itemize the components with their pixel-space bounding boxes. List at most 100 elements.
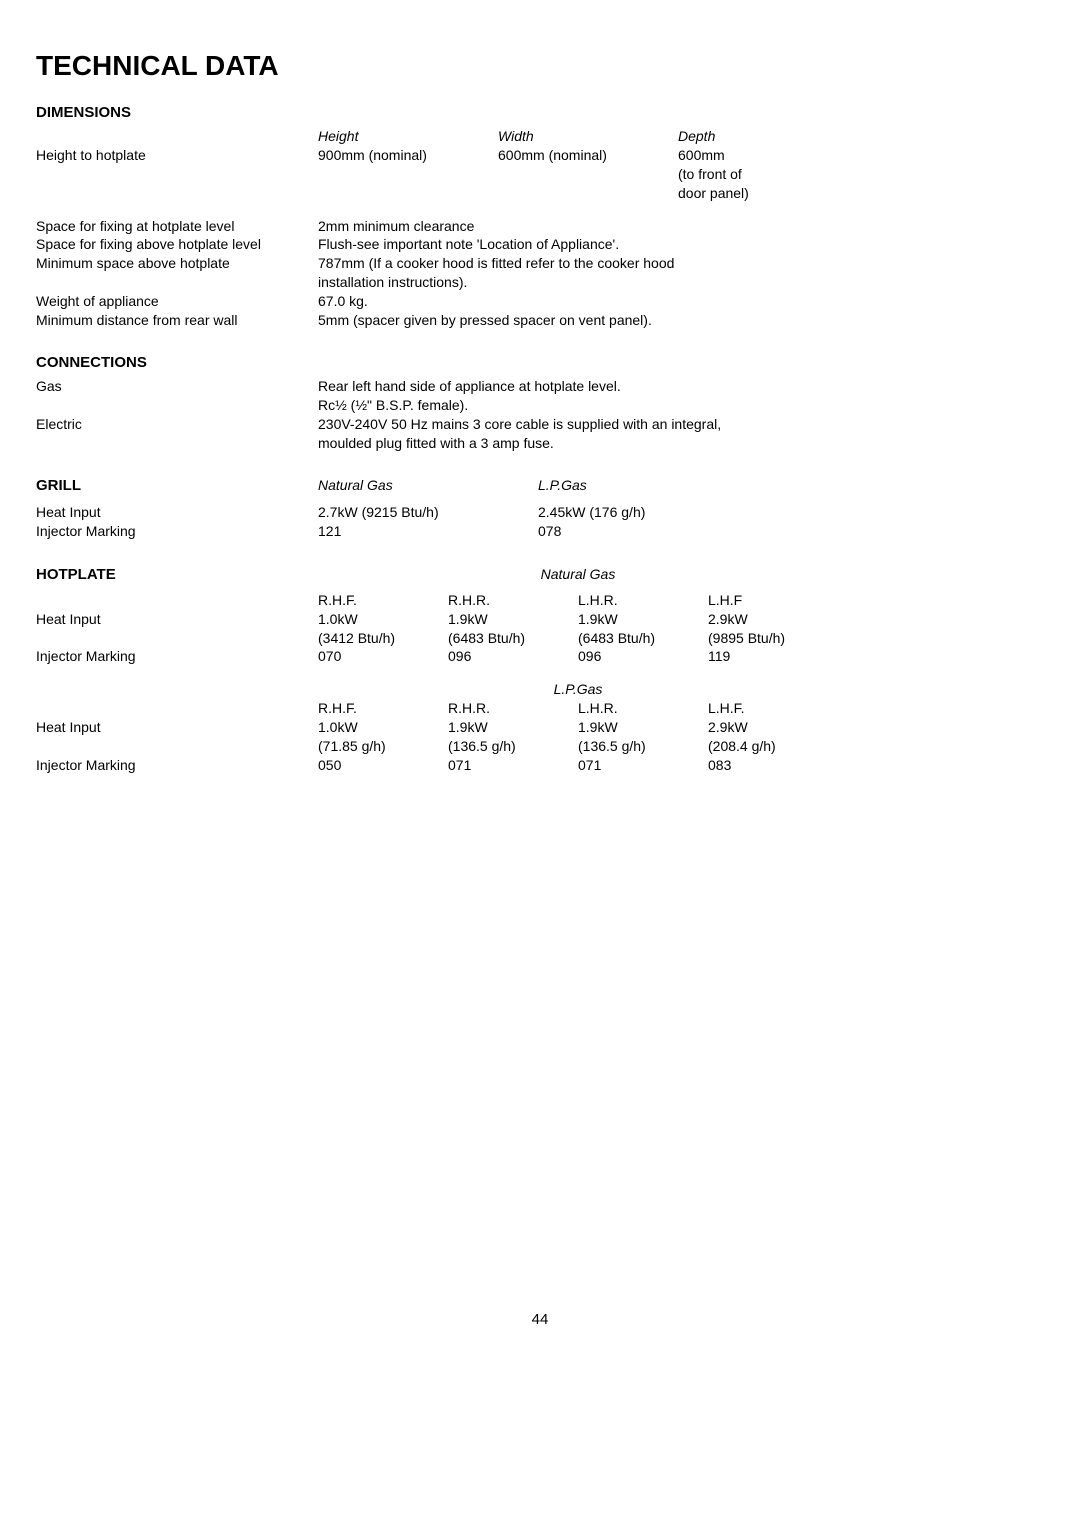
- conn-label: [36, 434, 318, 453]
- dim-spec-label: [36, 273, 318, 292]
- hot-ng-col2: L.H.R.: [578, 591, 708, 610]
- dimensions-section: DIMENSIONS Height Width Depth Height to …: [36, 104, 1044, 330]
- grill-label: Injector Marking: [36, 522, 318, 541]
- dim-hotplate-depth1: 600mm: [678, 146, 818, 165]
- dim-spec-value: 67.0 kg.: [318, 292, 1044, 311]
- hot-ng-col3: L.H.F: [708, 591, 838, 610]
- hot-label: Injector Marking: [36, 756, 318, 775]
- dimensions-title: DIMENSIONS: [36, 104, 1044, 121]
- hot-row: Heat Input1.0kW1.9kW1.9kW2.9kW: [36, 610, 1044, 629]
- conn-row: moulded plug fitted with a 3 amp fuse.: [36, 434, 1044, 453]
- dim-spec-value: 5mm (spacer given by pressed spacer on v…: [318, 311, 1044, 330]
- grill-header-lpg: L.P.Gas: [538, 476, 738, 502]
- dim-hotplate-depth3: door panel): [678, 184, 818, 203]
- connections-title: CONNECTIONS: [36, 354, 1044, 371]
- grill-rows: Heat Input2.7kW (9215 Btu/h)2.45kW (176 …: [36, 503, 1044, 541]
- dim-spec-label: Space for fixing above hotplate level: [36, 235, 318, 254]
- hot-cell: 119: [708, 647, 838, 666]
- dim-hotplate-height: 900mm (nominal): [318, 146, 498, 165]
- dim-hotplate-label: Height to hotplate: [36, 146, 318, 165]
- hot-cell: (136.5 g/h): [448, 737, 578, 756]
- dim-spec-row: installation instructions).: [36, 273, 1044, 292]
- hot-ng-col1: R.H.R.: [448, 591, 578, 610]
- hot-cell: 1.0kW: [318, 610, 448, 629]
- conn-label: Gas: [36, 377, 318, 396]
- conn-value: Rear left hand side of appliance at hotp…: [318, 377, 1044, 396]
- dim-spec-label: Space for fixing at hotplate level: [36, 217, 318, 236]
- grill-title: GRILL: [36, 476, 318, 496]
- hot-cell: (136.5 g/h): [578, 737, 708, 756]
- hot-row: (71.85 g/h)(136.5 g/h)(136.5 g/h)(208.4 …: [36, 737, 1044, 756]
- grill-label: Heat Input: [36, 503, 318, 522]
- dim-spec-label: Minimum space above hotplate: [36, 254, 318, 273]
- hotplate-section: HOTPLATE Natural Gas R.H.F. R.H.R. L.H.R…: [36, 565, 1044, 775]
- grill-row: Injector Marking121078: [36, 522, 1044, 541]
- dim-spec-row: Minimum distance from rear wall5mm (spac…: [36, 311, 1044, 330]
- dim-spec-label: Weight of appliance: [36, 292, 318, 311]
- hot-cell: 071: [448, 756, 578, 775]
- hot-cell: 1.0kW: [318, 718, 448, 737]
- grill-c1: 2.7kW (9215 Btu/h): [318, 503, 538, 522]
- dim-header-depth: Depth: [678, 127, 818, 146]
- hot-cell: (71.85 g/h): [318, 737, 448, 756]
- dim-spec-label: Minimum distance from rear wall: [36, 311, 318, 330]
- hot-label: Heat Input: [36, 610, 318, 629]
- hot-label: [36, 629, 318, 648]
- dim-spec-row: Space for fixing above hotplate levelFlu…: [36, 235, 1044, 254]
- hot-row: Heat Input1.0kW1.9kW1.9kW2.9kW: [36, 718, 1044, 737]
- conn-row: Electric230V-240V 50 Hz mains 3 core cab…: [36, 415, 1044, 434]
- dim-spec-value: 2mm minimum clearance: [318, 217, 1044, 236]
- grill-c1: 121: [318, 522, 538, 541]
- hot-cell: 071: [578, 756, 708, 775]
- hot-lpg-rows: Heat Input1.0kW1.9kW1.9kW2.9kW(71.85 g/h…: [36, 718, 1044, 775]
- conn-value: moulded plug fitted with a 3 amp fuse.: [318, 434, 1044, 453]
- conn-label: [36, 396, 318, 415]
- hot-label: Injector Marking: [36, 647, 318, 666]
- hot-cell: 2.9kW: [708, 610, 838, 629]
- hot-ng-rows: Heat Input1.0kW1.9kW1.9kW2.9kW(3412 Btu/…: [36, 610, 1044, 667]
- dim-spec-value: 787mm (If a cooker hood is fitted refer …: [318, 254, 1044, 273]
- hot-cell: (3412 Btu/h): [318, 629, 448, 648]
- hot-lpg-header: L.P.Gas: [318, 680, 838, 699]
- connections-section: CONNECTIONS GasRear left hand side of ap…: [36, 354, 1044, 453]
- dim-spec-value: Flush-see important note 'Location of Ap…: [318, 235, 1044, 254]
- hot-cell: 1.9kW: [578, 610, 708, 629]
- hot-cell: 1.9kW: [448, 610, 578, 629]
- dim-spec-row: Space for fixing at hotplate level2mm mi…: [36, 217, 1044, 236]
- grill-row: Heat Input2.7kW (9215 Btu/h)2.45kW (176 …: [36, 503, 1044, 522]
- hot-cell: (208.4 g/h): [708, 737, 838, 756]
- grill-header-ng: Natural Gas: [318, 476, 538, 502]
- conn-row: Rc½ (½" B.S.P. female).: [36, 396, 1044, 415]
- hot-cell: 1.9kW: [578, 718, 708, 737]
- hot-label: Heat Input: [36, 718, 318, 737]
- dim-spec-row: Minimum space above hotplate787mm (If a …: [36, 254, 1044, 273]
- dim-spec-value: installation instructions).: [318, 273, 1044, 292]
- hot-lpg-col0: R.H.F.: [318, 699, 448, 718]
- connections-rows: GasRear left hand side of appliance at h…: [36, 377, 1044, 453]
- grill-c2: 2.45kW (176 g/h): [538, 503, 738, 522]
- conn-value: 230V-240V 50 Hz mains 3 core cable is su…: [318, 415, 1044, 434]
- hot-cell: 096: [578, 647, 708, 666]
- hot-lpg-col2: L.H.R.: [578, 699, 708, 718]
- dim-spec-row: Weight of appliance67.0 kg.: [36, 292, 1044, 311]
- hot-row: Injector Marking050071071083: [36, 756, 1044, 775]
- hot-cell: (6483 Btu/h): [448, 629, 578, 648]
- hot-cell: (9895 Btu/h): [708, 629, 838, 648]
- dim-header-width: Width: [498, 127, 678, 146]
- hot-ng-col0: R.H.F.: [318, 591, 448, 610]
- hot-cell: 2.9kW: [708, 718, 838, 737]
- grill-section: GRILL Natural Gas L.P.Gas Heat Input2.7k…: [36, 476, 1044, 540]
- dim-hotplate-depth2: (to front of: [678, 165, 818, 184]
- hot-cell: 050: [318, 756, 448, 775]
- hot-cell: 1.9kW: [448, 718, 578, 737]
- conn-label: Electric: [36, 415, 318, 434]
- hot-label: [36, 737, 318, 756]
- hot-ng-header: Natural Gas: [318, 565, 838, 591]
- dim-specs: Space for fixing at hotplate level2mm mi…: [36, 217, 1044, 330]
- hot-cell: 083: [708, 756, 838, 775]
- hotplate-title: HOTPLATE: [36, 565, 318, 585]
- dim-hotplate-width: 600mm (nominal): [498, 146, 678, 165]
- hot-cell: 096: [448, 647, 578, 666]
- hot-cell: 070: [318, 647, 448, 666]
- page-number: 44: [532, 1311, 549, 1328]
